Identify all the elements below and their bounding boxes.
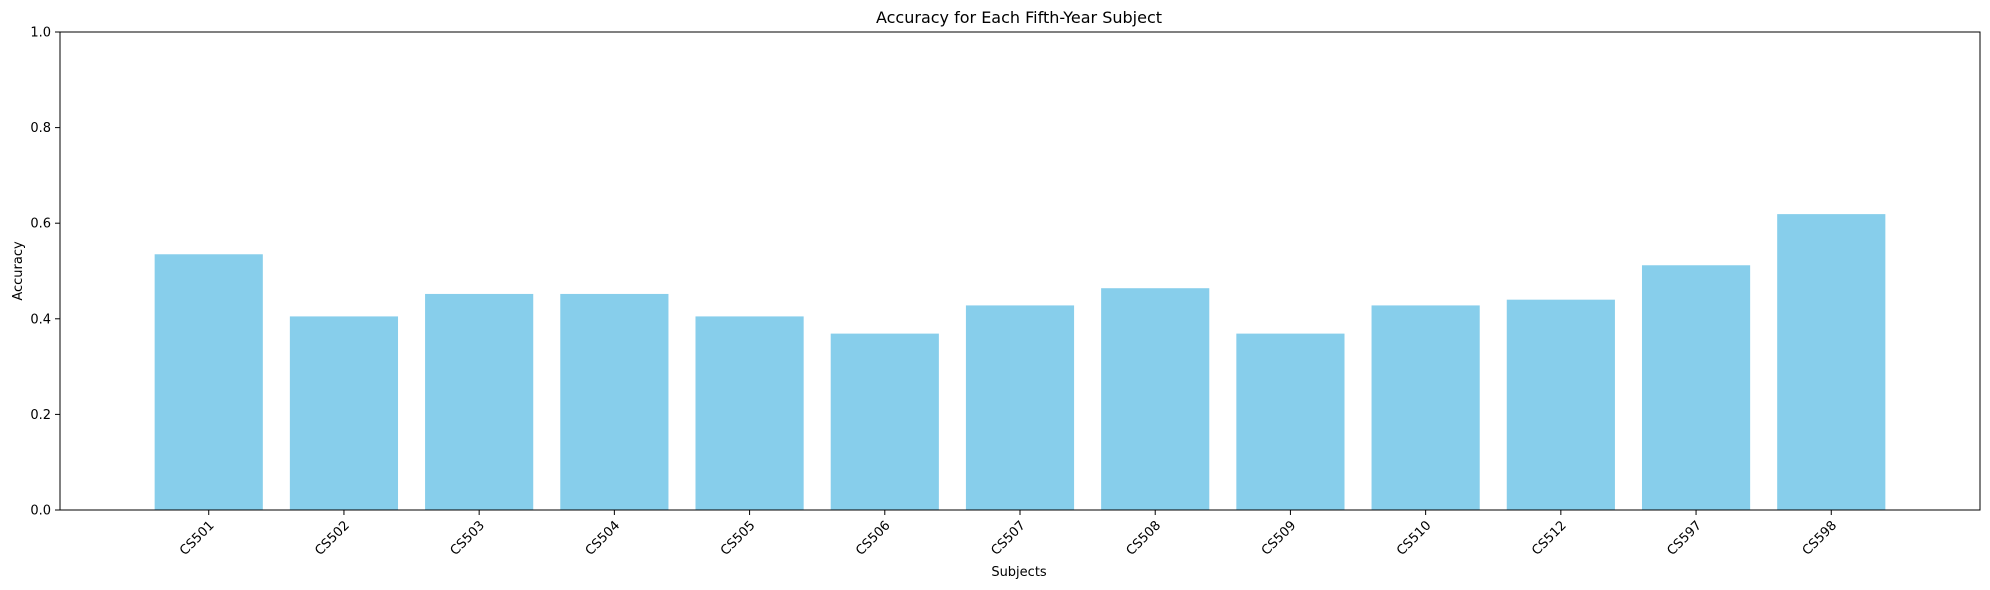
x-tick-label: CS501 [177, 518, 217, 558]
x-tick-label: CS512 [1529, 518, 1569, 558]
x-tick-label: CS597 [1664, 518, 1704, 558]
y-axis: 0.0 0.2 0.4 0.6 0.8 1.0 [30, 26, 60, 519]
bar-cs504 [560, 293, 669, 510]
bar-cs508 [1101, 288, 1210, 510]
bar-cs509 [1236, 333, 1345, 510]
bar-cs503 [425, 293, 534, 510]
y-tick-label: 0.2 [30, 408, 51, 423]
x-axis: CS501 CS502 CS503 CS504 CS505 CS506 CS507 CS508… [177, 510, 1840, 559]
x-tick-label: CS505 [718, 518, 758, 558]
x-tick-label: CS503 [448, 518, 488, 558]
bar-cs502 [289, 316, 399, 510]
plot-frame [59, 31, 1981, 511]
y-tick-label: 0.6 [30, 217, 51, 232]
bars [154, 214, 1886, 511]
x-tick-label: CS502 [312, 518, 352, 558]
bar-cs598 [1777, 214, 1886, 511]
y-tick-label: 0.4 [30, 312, 51, 327]
y-tick-label: 1.0 [30, 26, 51, 41]
x-tick-label: CS508 [1124, 518, 1164, 558]
x-tick-label: CS507 [988, 518, 1028, 558]
bar-cs505 [695, 316, 804, 510]
x-tick-label: CS598 [1800, 518, 1840, 558]
x-tick-label: CS506 [853, 518, 893, 558]
y-tick-label: 0.0 [30, 504, 51, 519]
bar-cs512 [1506, 299, 1615, 510]
x-tick-label: CS510 [1394, 518, 1434, 558]
bar-cs510 [1371, 305, 1480, 510]
bar-cs501 [154, 254, 263, 510]
y-axis-label: Accuracy [11, 241, 26, 301]
x-tick-label: CS504 [583, 518, 623, 558]
bar-cs597 [1641, 265, 1751, 510]
bar-cs506 [830, 333, 939, 510]
chart-title: Accuracy for Each Fifth-Year Subject [876, 8, 1162, 27]
x-tick-label: CS509 [1259, 518, 1299, 558]
bar-cs507 [965, 305, 1075, 510]
x-axis-label: Subjects [991, 565, 1047, 580]
y-tick-label: 0.8 [30, 121, 51, 136]
